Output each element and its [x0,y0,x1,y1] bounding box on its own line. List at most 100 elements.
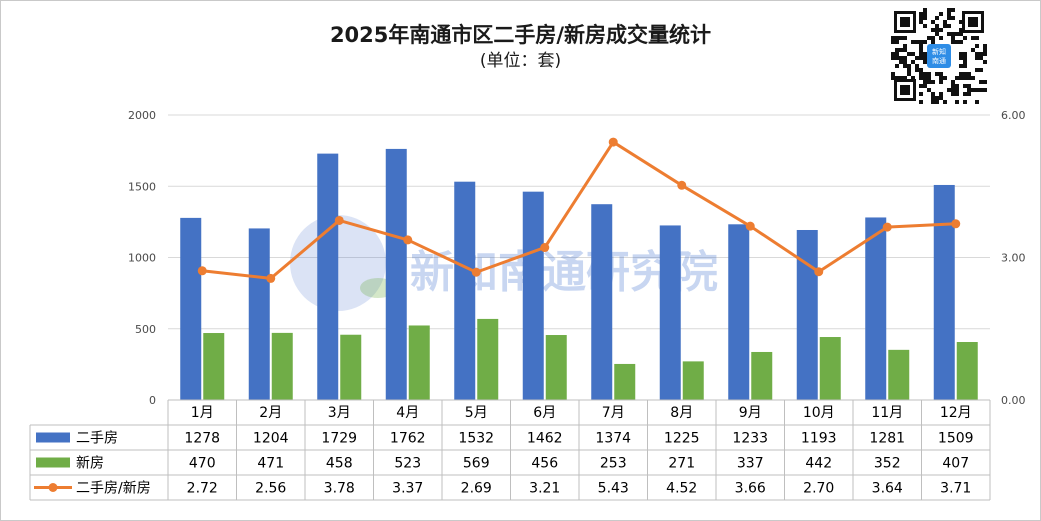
legend-swatch [36,457,70,468]
table-cell: 352 [874,456,901,472]
ratio-point [197,266,207,276]
table-cell: 1374 [595,431,631,447]
ratio-point [745,221,755,231]
y-left-tick-label: 500 [135,323,156,336]
y-right-tick-label: 0.00 [1001,394,1026,407]
bar-secondhand [454,181,476,400]
bar-secondhand [385,148,407,400]
table-cell: 4.52 [666,481,697,497]
y-right-tick-label: 6.00 [1001,109,1026,122]
bar-secondhand [317,153,339,400]
y-left-tick-label: 0 [149,394,156,407]
ratio-point [677,180,687,190]
table-cell: 458 [326,456,353,472]
table-cell: 3.66 [735,481,766,497]
table-cell: 3.21 [529,481,560,497]
table-cell: 1509 [938,431,974,447]
bar-newhouse [545,335,567,400]
table-cell: 456 [531,456,558,472]
x-tick-label: 12月 [940,405,972,421]
bar-newhouse [271,332,293,400]
table-cell: 1204 [253,431,289,447]
chart-subtitle: (单位：套) [479,51,562,71]
bar-secondhand [659,225,681,400]
table-cell: 1278 [184,431,220,447]
table-cell: 1462 [527,431,563,447]
table-cell: 1729 [321,431,357,447]
table-cell: 271 [668,456,695,472]
table-cell: 407 [942,456,969,472]
bar-newhouse [477,318,499,400]
bar-secondhand [522,191,544,400]
legend-swatch [36,432,70,443]
bar-secondhand [248,228,270,400]
ratio-point [882,222,892,232]
legend-swatch [48,483,58,492]
bar-newhouse [408,325,430,400]
table-cell: 2.72 [187,481,218,497]
ratio-point [471,267,481,277]
bar-newhouse [751,351,773,400]
table-cell: 1281 [869,431,905,447]
legend-label: 新房 [76,456,104,472]
y-left-tick-label: 2000 [128,109,156,122]
bar-secondhand [591,204,613,400]
y-left-tick-label: 1000 [128,252,156,265]
bar-secondhand [796,229,818,400]
table-cell: 1225 [664,431,700,447]
table-cell: 337 [737,456,764,472]
table-cell: 1193 [801,431,837,447]
x-tick-label: 7月 [602,405,625,421]
x-tick-label: 4月 [396,405,419,421]
y-right-tick-label: 3.00 [1001,252,1026,265]
legend-label: 二手房/新房 [76,481,151,497]
x-tick-label: 9月 [739,405,762,421]
table-cell: 442 [805,456,832,472]
y-left-tick-label: 1500 [128,180,156,193]
bar-newhouse [956,342,978,400]
table-cell: 2.69 [461,481,492,497]
qr-badge-line2: 南通 [932,56,946,65]
table-cell: 1233 [732,431,768,447]
bar-newhouse [340,334,362,400]
table-cell: 523 [394,456,421,472]
legend-label: 二手房 [76,431,118,447]
ratio-point [608,137,618,147]
ratio-point [266,273,276,283]
bar-newhouse [203,333,225,400]
table-cell: 2.70 [803,481,834,497]
bar-secondhand [728,224,750,400]
bar-newhouse [819,337,841,400]
table-cell: 569 [463,456,490,472]
ratio-point [951,219,961,229]
bar-secondhand [865,217,887,400]
table-cell: 3.37 [392,481,423,497]
table-cell: 253 [600,456,627,472]
bar-secondhand [180,217,202,400]
x-tick-label: 5月 [465,405,488,421]
bar-secondhand [933,184,955,400]
ratio-point [403,235,413,245]
table-cell: 1532 [458,431,494,447]
ratio-line [202,140,956,280]
x-tick-label: 6月 [533,405,556,421]
table-cell: 2.56 [255,481,286,497]
ratio-point [814,267,824,277]
bar-newhouse [888,349,910,400]
x-tick-label: 2月 [259,405,282,421]
x-tick-label: 10月 [803,405,835,421]
table-cell: 471 [257,456,284,472]
table-cell: 3.71 [940,481,971,497]
bar-newhouse [614,363,636,400]
ratio-point [334,215,344,225]
table-cell: 1762 [390,431,426,447]
x-tick-label: 3月 [328,405,351,421]
table-cell: 3.78 [324,481,355,497]
bar-newhouse [682,361,704,400]
table-cell: 5.43 [598,481,629,497]
x-tick-label: 11月 [871,405,903,421]
ratio-point [540,243,550,253]
qr-badge-line1: 新知 [932,47,946,56]
x-tick-label: 8月 [670,405,693,421]
qr-code-icon: 新知 南通 [891,8,987,104]
